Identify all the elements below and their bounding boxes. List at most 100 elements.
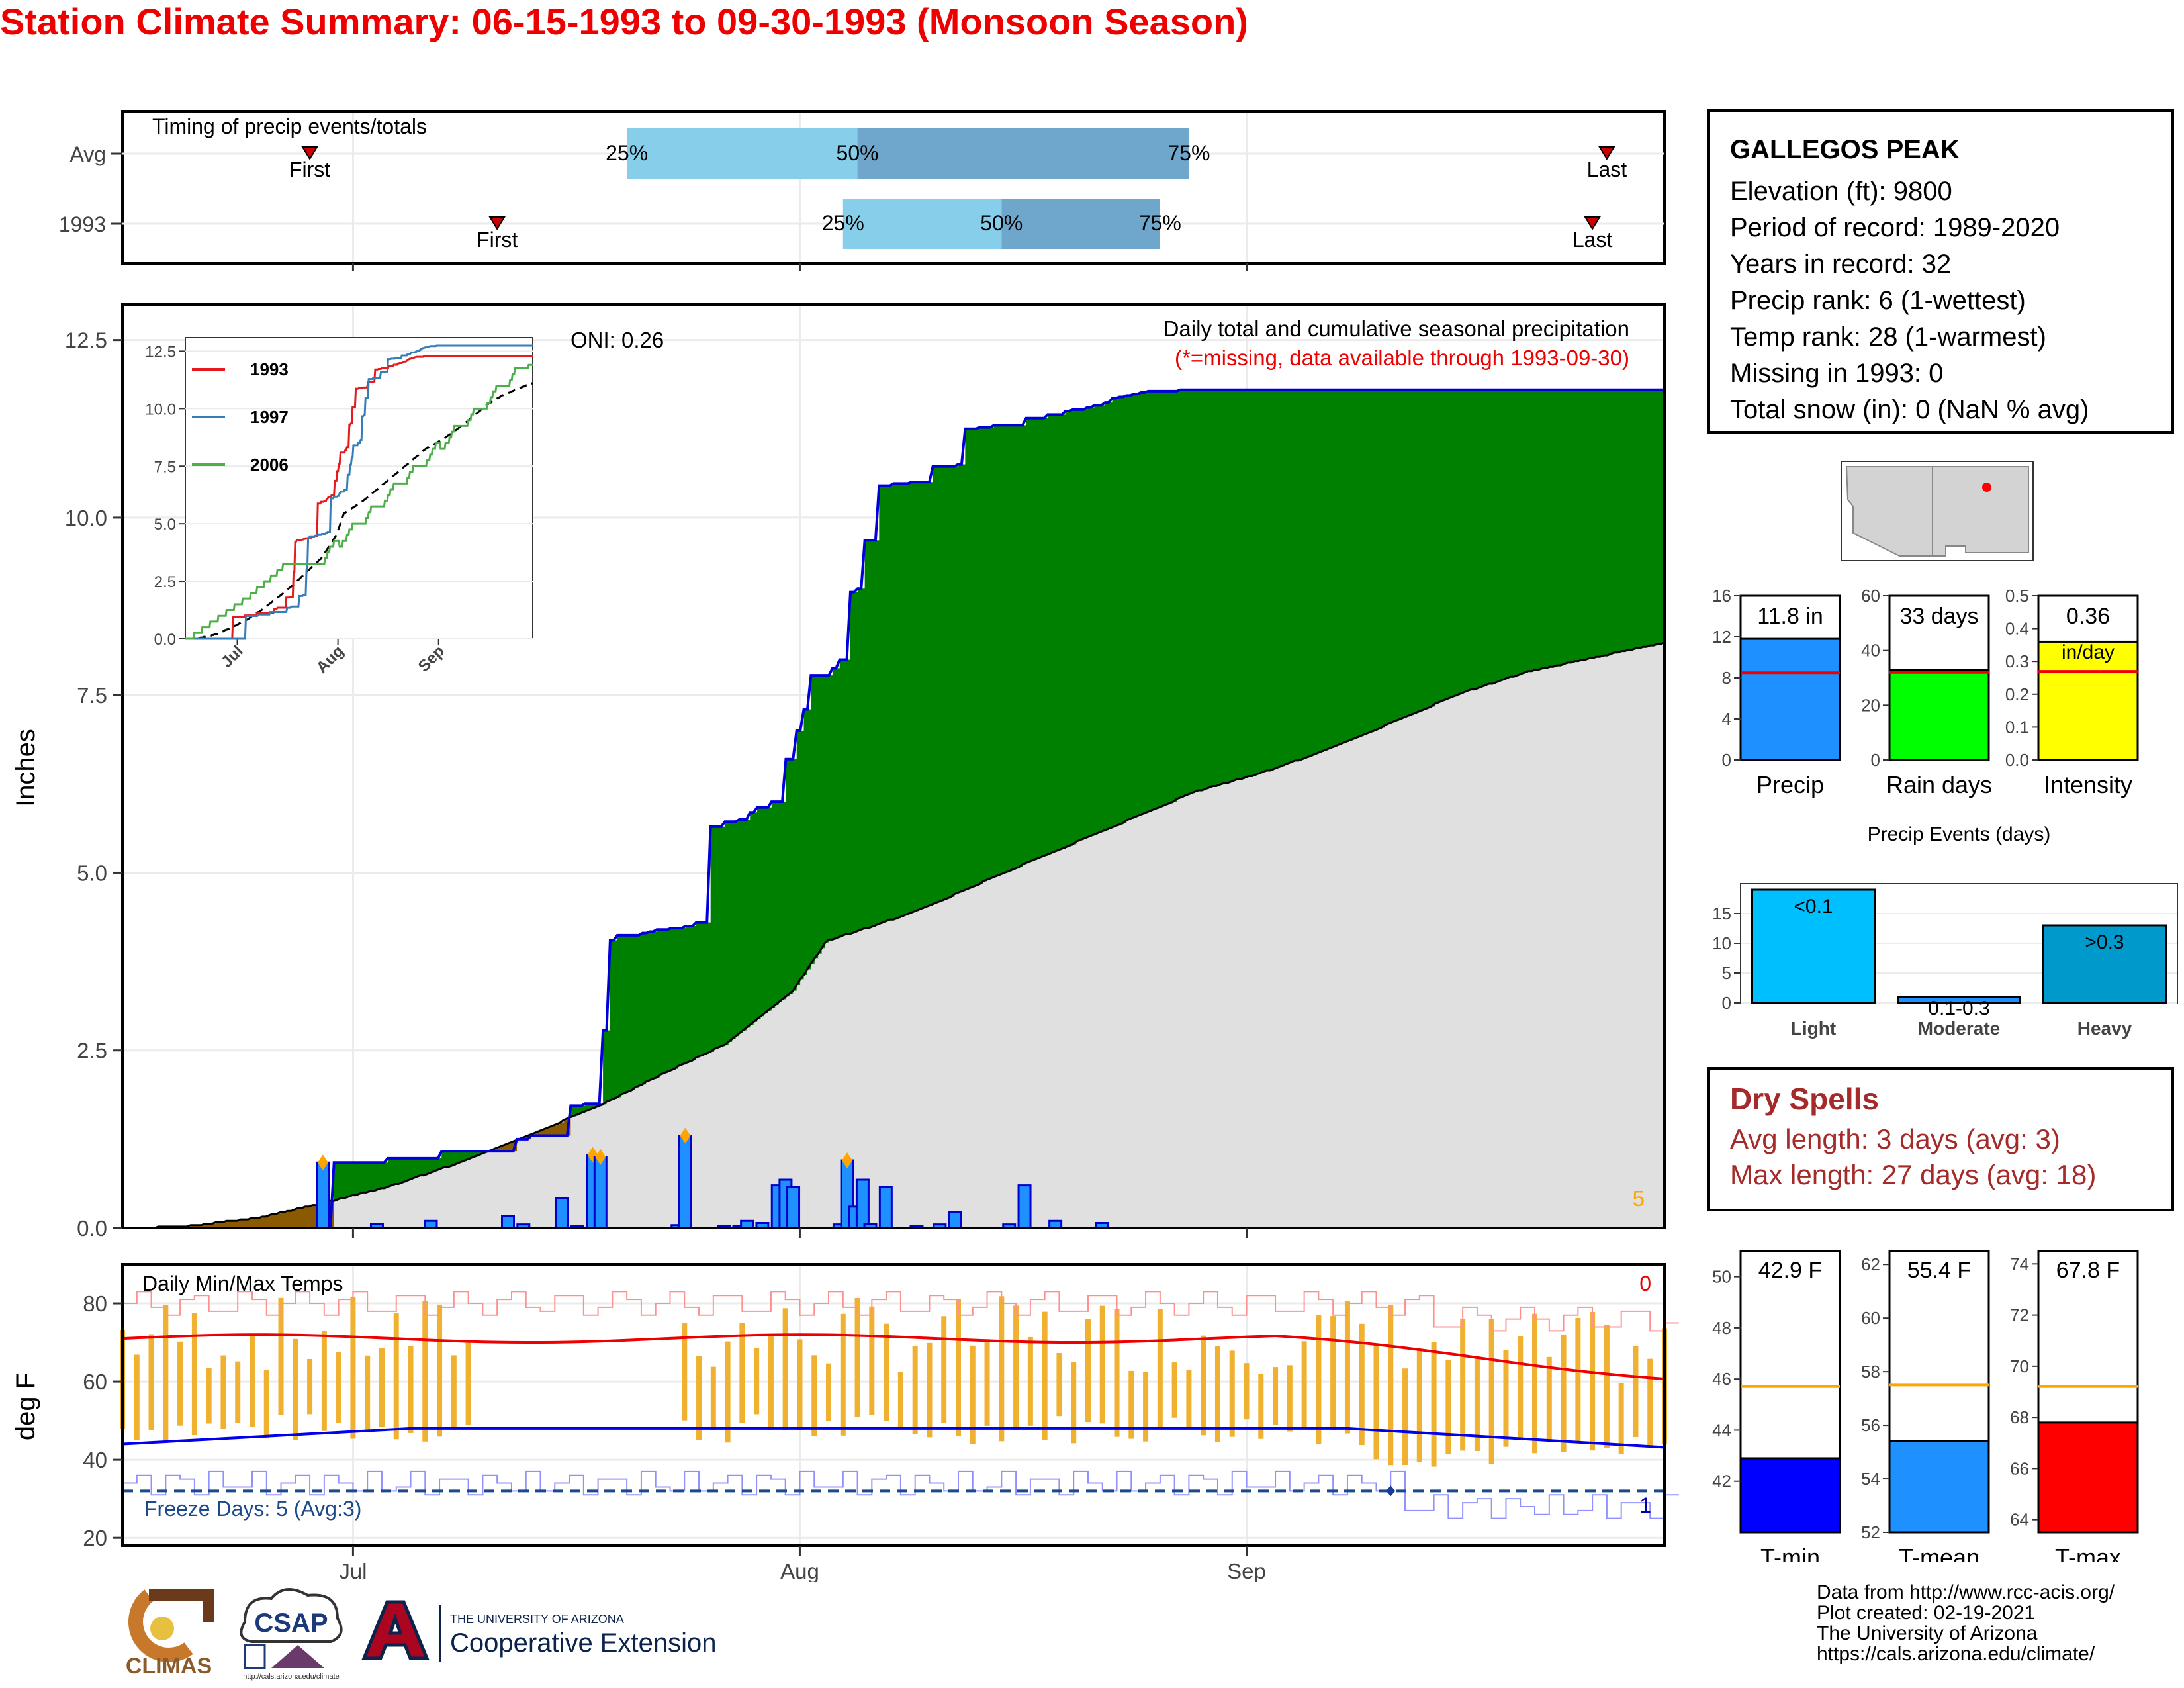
- daily-temp-bar: [1431, 1342, 1437, 1467]
- daily-temp-bar: [293, 1338, 298, 1440]
- summary-tick-label: 0.5: [2005, 586, 2029, 606]
- credit-line: Data from http://www.rcc-acis.org/: [1817, 1581, 2115, 1603]
- observed-line: [122, 388, 1664, 1229]
- daily-temp-bar: [1344, 1301, 1350, 1434]
- summary-tick-label: 44: [1712, 1420, 1731, 1440]
- daily-temp-bar: [350, 1296, 356, 1439]
- daily-temp-bar: [408, 1346, 414, 1433]
- climas-logo: CLIMAS: [126, 1589, 214, 1679]
- temp-panel-label: Daily Min/Max Temps: [142, 1272, 343, 1295]
- daily-temp-bar: [897, 1372, 903, 1427]
- daily-temp-bar: [927, 1342, 933, 1438]
- inset-y-tick-label: 12.5: [145, 343, 176, 361]
- daily-temp-bar: [811, 1355, 817, 1436]
- summary-tick-label: 66: [2010, 1458, 2029, 1478]
- daily-temp-bar: [148, 1334, 154, 1430]
- main-y-tick-label: 0.0: [77, 1216, 107, 1241]
- last-label: Last: [1587, 158, 1627, 181]
- main-ylabel: Inches: [11, 729, 40, 807]
- summary-tick-label: 46: [1712, 1369, 1731, 1389]
- timing-box-q25-q50: [627, 128, 858, 179]
- daily-temp-bar: [782, 1308, 788, 1430]
- daily-precip-bar: [593, 1156, 608, 1229]
- timing-box-q50-q75: [857, 128, 1189, 179]
- climas-text: CLIMAS: [126, 1654, 212, 1679]
- daily-temp-bar: [220, 1355, 226, 1429]
- record-min-line: [122, 1470, 1679, 1519]
- station-info-line: Precip rank: 6 (1-wettest): [1730, 286, 2026, 315]
- summary-tick-label: 0.3: [2005, 651, 2029, 671]
- timing-box-q50-q75: [1001, 199, 1160, 249]
- events-tick-label: 10: [1712, 933, 1731, 953]
- daily-temp-bar: [307, 1358, 313, 1415]
- daily-temp-bar: [177, 1341, 183, 1426]
- daily-temp-bar: [134, 1354, 140, 1441]
- daily-temp-bar: [1258, 1374, 1264, 1439]
- summary-bar: [2037, 1421, 2139, 1534]
- heavy-day-marker: [842, 1152, 853, 1169]
- heavy-day-marker: [595, 1149, 606, 1165]
- summary-category-label: Intensity: [2044, 771, 2132, 798]
- temp-y-tick-label: 60: [83, 1370, 107, 1394]
- daily-temp-bar: [826, 1363, 832, 1421]
- temp-x-tick-label: Sep: [1227, 1559, 1266, 1582]
- summary-value-label: 55.4 F: [1907, 1258, 1971, 1283]
- daily-temp-bar: [1503, 1350, 1509, 1447]
- temp-y-tick-label: 20: [83, 1526, 107, 1550]
- summary-bar: [1739, 1457, 1841, 1534]
- normal-max-line: [122, 1333, 1665, 1380]
- daily-temp-bar: [941, 1316, 947, 1423]
- summary-category-label: Precip: [1756, 771, 1824, 798]
- temp-y-tick-label: 40: [83, 1448, 107, 1472]
- daily-temp-bar: [1085, 1319, 1091, 1423]
- daily-temp-bar: [912, 1346, 918, 1434]
- daily-temp-bar: [451, 1355, 457, 1430]
- summary-value-label: 0.36: [2066, 604, 2110, 629]
- events-title: Precip Events (days): [1868, 823, 2051, 845]
- dry-spells-box: Dry Spells Avg length: 3 days (avg: 3) M…: [1707, 1067, 2174, 1211]
- summary-tick-label: 72: [2010, 1305, 2029, 1325]
- corner-value: 5: [1633, 1186, 1645, 1211]
- ua-small-text: THE UNIVERSITY OF ARIZONA: [450, 1613, 624, 1626]
- summary-value-label: 42.9 F: [1758, 1258, 1822, 1283]
- inset-legend-label: 1997: [250, 407, 289, 427]
- daily-temp-bar: [1647, 1358, 1653, 1448]
- daily-precip-bar: [948, 1211, 962, 1229]
- summary-value-unit: in/day: [2062, 641, 2115, 663]
- daily-temp-bar: [725, 1341, 731, 1443]
- main-y-tick-label: 7.5: [77, 683, 107, 708]
- inset-y-tick-label: 5.0: [154, 516, 176, 534]
- inset-legend-label: 1993: [250, 359, 289, 379]
- daily-temp-bar: [1056, 1353, 1062, 1417]
- summary-tick-label: 74: [2010, 1254, 2029, 1274]
- daily-temp-bar: [1214, 1346, 1220, 1442]
- summary-bar: [1888, 1440, 1990, 1534]
- dry-spells-title: Dry Spells: [1730, 1082, 1879, 1116]
- daily-temp-bar: [1071, 1362, 1077, 1444]
- ua-big-text: Cooperative Extension: [450, 1628, 716, 1658]
- daily-temp-bar: [1546, 1356, 1552, 1440]
- summary-tick-label: 60: [1861, 586, 1880, 606]
- daily-temp-bar: [1301, 1341, 1307, 1429]
- new-mexico-shape: [1932, 466, 2029, 557]
- summary-tick-label: 0.1: [2005, 717, 2029, 737]
- precip-events-chart: Precip Events (days) 0 5 10 15 <0.1 Light 0.1-0…: [1712, 823, 2178, 1039]
- daily-precip-bar: [316, 1161, 330, 1229]
- daily-temp-bar: [1013, 1305, 1019, 1430]
- summary-tick-label: 40: [1861, 641, 1880, 661]
- daily-temp-bar: [1532, 1313, 1538, 1454]
- csap-text: CSAP: [254, 1609, 328, 1638]
- daily-precip-bar: [878, 1186, 893, 1229]
- event-bar-label: >0.3: [2085, 931, 2124, 953]
- temp-x-tick-label: Aug: [780, 1559, 819, 1582]
- daily-temp-bar: [1128, 1370, 1134, 1439]
- summary-bars: 0 4 8 12 16 11.8 in Precip 0 20 40 60 33 days Rain d…: [1712, 586, 2139, 798]
- daily-temp-bar: [955, 1299, 961, 1436]
- last-marker: [1598, 146, 1615, 160]
- timing-label: Timing of precip events/totals: [152, 115, 427, 138]
- daily-temp-bar: [840, 1313, 846, 1436]
- main-y-tick-label: 10.0: [65, 506, 107, 530]
- daily-temp-bar: [1618, 1383, 1624, 1454]
- summary-tick-label: 12: [1712, 627, 1731, 647]
- location-map: [1841, 461, 2034, 561]
